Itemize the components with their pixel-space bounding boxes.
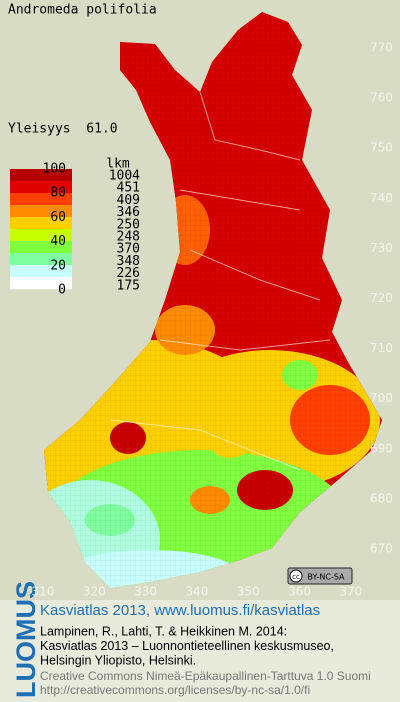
legend-swatch [10,229,72,242]
citation: Lampinen, R., Lahti, T. & Heikkinen M. 2… [40,624,334,667]
legend-swatch [10,253,72,266]
count-label: 348 [117,254,140,269]
frequency: Yleisyys 61.0 [8,122,118,137]
count-label: 451 [117,181,140,196]
legend-swatch [10,193,72,206]
citation-line: Kasviatlas 2013 – Luonnontieteellinen ke… [40,639,334,653]
northing-label: 760 [370,91,393,105]
percent-label: 40 [50,234,66,249]
legend-swatch [10,217,72,230]
percent-label: 20 [50,258,66,273]
percent-label: 80 [50,186,66,201]
license: Creative Commons Nimeä-Epäkaupallinen-Ta… [40,669,371,697]
count-label: 1004 [109,169,140,184]
northing-label: 700 [370,391,393,405]
license-badge: cc BY-NC-SA [287,567,353,585]
percent-label: 0 [58,283,66,298]
easting-label: 370 [339,585,362,599]
count-label: 175 [117,278,140,293]
citation-line: Lampinen, R., Lahti, T. & Heikkinen M. 2… [40,624,287,638]
count-label: 226 [117,266,140,281]
license-line: Creative Commons Nimeä-Epäkaupallinen-Ta… [40,669,371,683]
northing-label: 680 [370,491,393,505]
northing-label: 730 [370,241,393,255]
footer-heading: Kasviatlas 2013, www.luomus.fi/kasviatla… [40,602,320,619]
northing-label: 710 [370,341,393,355]
legend-swatch [10,241,72,254]
percent-label: 60 [50,210,66,225]
legend [10,169,72,290]
northing-label: 770 [370,41,393,55]
footer-background [0,600,400,702]
northing-label: 740 [370,191,393,205]
badge-text: BY-NC-SA [307,573,345,582]
easting-label: 350 [237,585,260,599]
northing-label: 720 [370,291,393,305]
count-header: lkm [106,157,130,172]
easting-label: 310 [32,585,55,599]
easting-label: 330 [134,585,157,599]
count-label: 250 [117,217,140,232]
easting-label: 340 [185,585,208,599]
citation-line: Helsingin Yliopisto, Helsinki. [40,653,196,667]
northing-label: 670 [370,542,393,556]
title: Andromeda polifolia [8,3,157,18]
count-label: 346 [117,205,140,220]
northing-label: 750 [370,141,393,155]
legend-swatch [10,169,72,182]
easting-label: 320 [83,585,106,599]
legend-swatch [10,205,72,218]
count-label: 409 [117,193,140,208]
legend-swatch [10,181,72,194]
count-label: 370 [117,242,140,257]
easting-label: 360 [288,585,311,599]
count-label: 248 [117,230,140,245]
legend-swatch [10,265,72,278]
license-line: http://creativecommons.org/licenses/by-n… [40,683,310,697]
percent-label: 100 [43,162,66,177]
legend-swatch [10,277,72,290]
northing-label: 690 [370,441,393,455]
svg-text:cc: cc [292,573,300,581]
brand: LUOMUS [11,581,41,698]
